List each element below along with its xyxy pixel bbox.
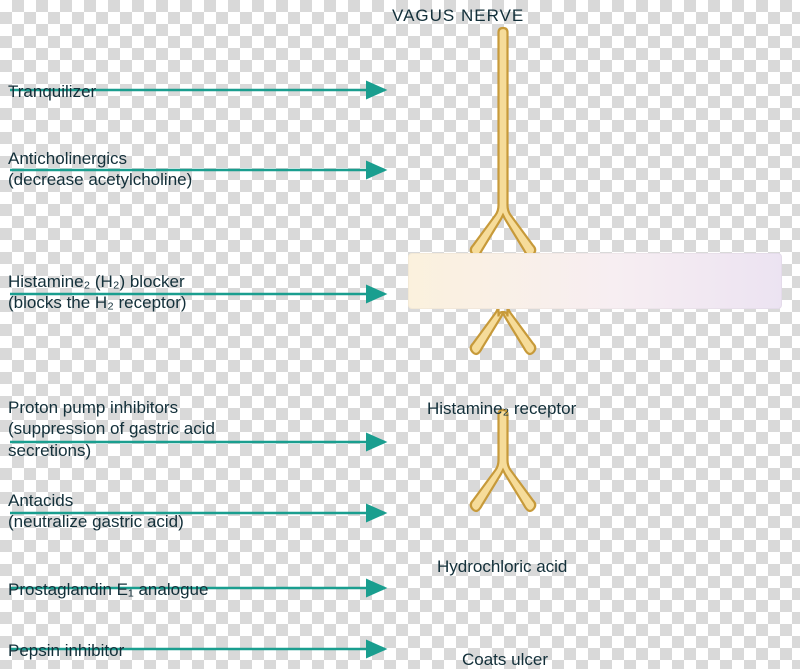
title-vagus-nerve: VAGUS NERVE <box>392 6 524 26</box>
left-label-3: Proton pump inhibitors (suppression of g… <box>8 397 215 461</box>
left-label-2: Histamine₂ (H₂) blocker (blocks the H₂ r… <box>8 271 187 314</box>
nerve-segment-0 <box>471 28 536 256</box>
diagram-stage: VAGUS NERVE Acetylcholine(activates rele… <box>0 0 800 669</box>
right-label-4: Coats ulcer <box>462 649 548 670</box>
left-label-0: Tranquilizer <box>8 81 96 102</box>
nerve-segment-2 <box>471 410 536 511</box>
left-label-6: Pepsin inhibitor <box>8 640 124 661</box>
right-label-3: Hydrochloric acid <box>437 556 567 577</box>
right-label-2: Histamine₂ receptor <box>427 398 576 419</box>
acetylcholine-highlight-box <box>408 253 782 309</box>
nerve-svg <box>0 0 800 669</box>
nerve-segment-1 <box>471 303 536 354</box>
left-label-5: Prostaglandin E₁ analogue <box>8 579 208 600</box>
left-label-4: Antacids (neutralize gastric acid) <box>8 490 184 533</box>
left-label-1: Anticholinergics (decrease acetylcholine… <box>8 148 192 191</box>
